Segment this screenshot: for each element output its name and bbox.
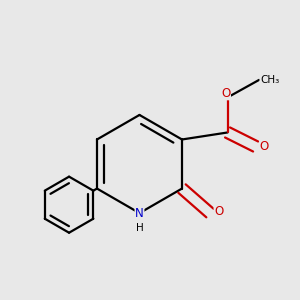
Text: O: O <box>221 87 230 100</box>
Text: CH₃: CH₃ <box>260 75 279 85</box>
Text: O: O <box>260 140 269 153</box>
Text: H: H <box>136 223 143 233</box>
Text: N: N <box>135 207 144 220</box>
Text: O: O <box>214 205 224 218</box>
